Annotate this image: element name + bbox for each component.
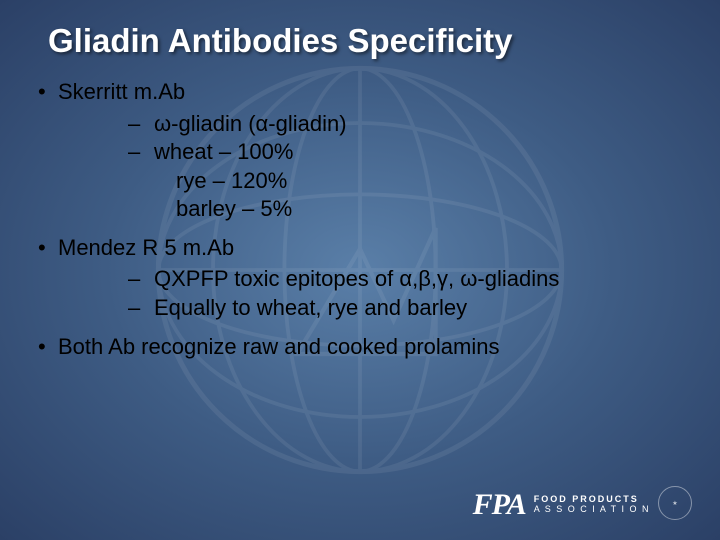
bullet-text: Both Ab recognize raw and cooked prolami… xyxy=(58,334,499,359)
sub-item: QXPFP toxic epitopes of α,β,γ, ω-gliadin… xyxy=(128,265,684,294)
sub-item: ω-gliadin (α-gliadin) xyxy=(128,110,684,139)
bullet-item: Mendez R 5 m.Ab QXPFP toxic epitopes of … xyxy=(38,234,684,323)
slide-title: Gliadin Antibodies Specificity xyxy=(48,22,684,60)
logo-mark: FPA xyxy=(473,488,526,522)
slide-container: Gliadin Antibodies Specificity Skerritt … xyxy=(0,0,720,540)
logo-line2: A S S O C I A T I O N xyxy=(534,505,650,515)
sub-list: QXPFP toxic epitopes of α,β,γ, ω-gliadin… xyxy=(58,265,684,322)
sub-cont: barley – 5% xyxy=(154,195,684,224)
bullet-text: Mendez R 5 m.Ab xyxy=(58,235,234,260)
sub-list: ω-gliadin (α-gliadin) wheat – 100% rye –… xyxy=(58,110,684,224)
sub-text: Equally to wheat, rye and barley xyxy=(154,295,467,320)
sub-text: ω-gliadin (α-gliadin) xyxy=(154,111,347,136)
bullet-text: Skerritt m.Ab xyxy=(58,79,185,104)
sub-item: Equally to wheat, rye and barley xyxy=(128,294,684,323)
logo-text: FOOD PRODUCTS A S S O C I A T I O N xyxy=(534,495,650,515)
fpa-logo: FPA FOOD PRODUCTS A S S O C I A T I O N … xyxy=(473,488,692,522)
logo-seal-icon: ★ xyxy=(658,486,692,520)
sub-item: wheat – 100% rye – 120% barley – 5% xyxy=(128,138,684,224)
sub-text: QXPFP toxic epitopes of α,β,γ, ω-gliadin… xyxy=(154,266,559,291)
bullet-item: Skerritt m.Ab ω-gliadin (α-gliadin) whea… xyxy=(38,78,684,224)
sub-cont: rye – 120% xyxy=(154,167,684,196)
bullet-item: Both Ab recognize raw and cooked prolami… xyxy=(38,333,684,361)
sub-text: wheat – 100% xyxy=(154,139,293,164)
bullet-list: Skerritt m.Ab ω-gliadin (α-gliadin) whea… xyxy=(36,78,684,360)
